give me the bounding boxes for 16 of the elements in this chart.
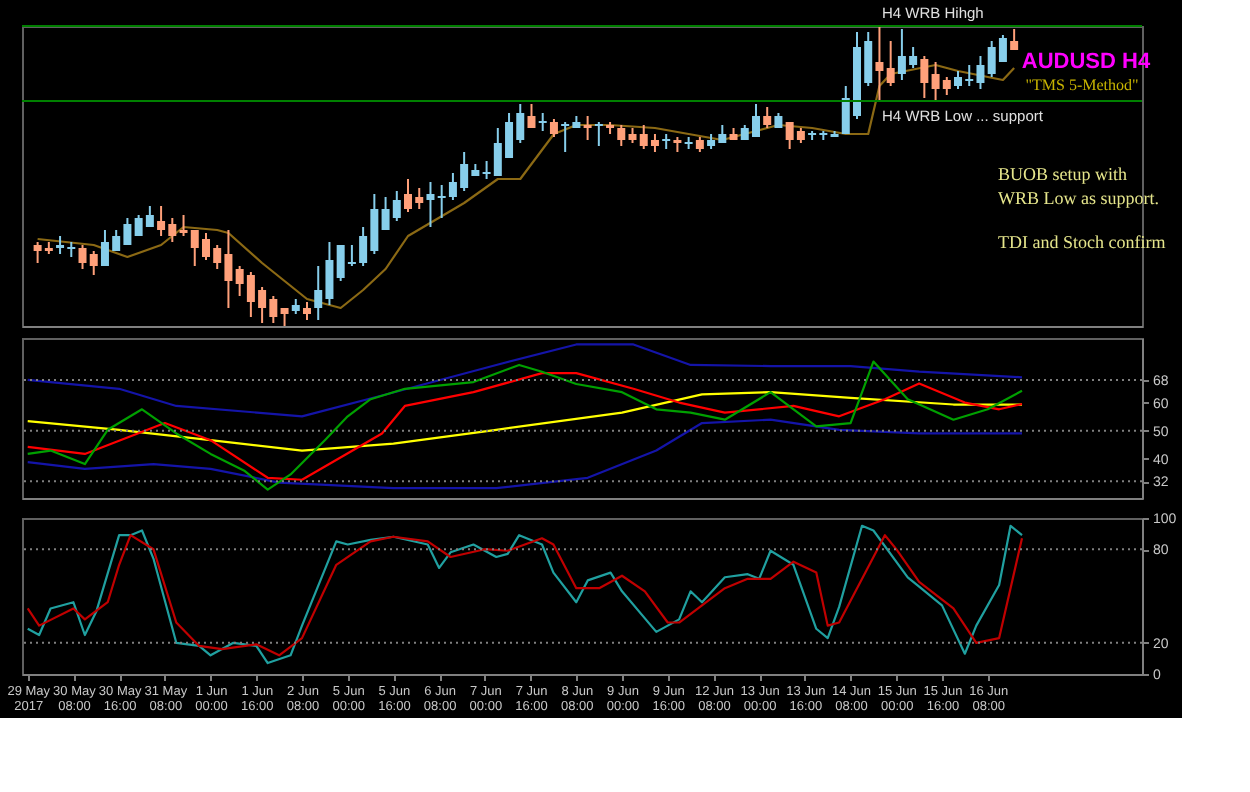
annotation: "TMS 5-Method"	[1025, 76, 1139, 94]
candlestick	[763, 106, 772, 129]
line-series	[26, 371, 1024, 481]
line-series	[26, 391, 1024, 452]
annotation: AUDUSD H4	[1021, 50, 1152, 74]
candlestick	[920, 55, 929, 99]
candlestick	[617, 124, 626, 147]
annotation: TDI and Stoch confirm	[998, 232, 1166, 252]
candlestick	[426, 181, 435, 228]
candlestick	[583, 115, 592, 141]
candlestick	[875, 25, 884, 102]
candlestick	[886, 40, 895, 87]
line-series	[26, 343, 1024, 418]
line-series	[26, 418, 1024, 490]
line-series	[26, 360, 1024, 491]
annotation: BUOB setup with WRB Low as support.	[998, 164, 1159, 208]
